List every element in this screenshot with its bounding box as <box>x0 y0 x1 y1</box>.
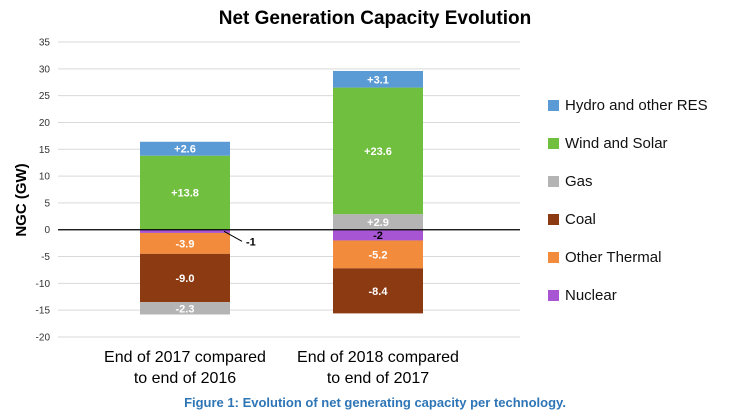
y-tick-label: 15 <box>39 145 51 156</box>
figure-caption: Figure 1: Evolution of net generating ca… <box>184 395 566 410</box>
x-axis-categories: End of 2017 compared to end of 2016 End of… <box>104 349 459 387</box>
data-label: +2.6 <box>174 144 196 156</box>
y-tick-label: 30 <box>39 64 51 75</box>
bar-segment-gas <box>333 214 423 230</box>
legend-swatch <box>548 138 559 149</box>
callout-line <box>223 230 243 242</box>
y-tick-label: -15 <box>36 306 51 317</box>
bar-segment-coal <box>333 268 423 314</box>
data-label: -8.4 <box>369 286 389 298</box>
data-label: +13.8 <box>171 188 199 200</box>
y-tick-label: 35 <box>39 38 51 49</box>
x-category-label: End of 2018 compared <box>297 349 459 366</box>
legend-label: Nuclear <box>565 287 617 304</box>
y-tick-label: -5 <box>41 252 50 263</box>
y-axis-label: NGC (GW) <box>13 163 30 236</box>
bar-segment-wind-and-solar <box>333 87 423 215</box>
data-label: -1 <box>246 236 256 248</box>
bar-segment-nuclear <box>333 229 423 241</box>
data-label: -3.9 <box>176 238 195 250</box>
bar-segment-other-thermal <box>140 232 230 254</box>
bar-segment-hydro-and-other-res <box>333 70 423 88</box>
legend-swatch <box>548 290 559 301</box>
x-category-label: to end of 2017 <box>327 370 429 387</box>
data-label: +23.6 <box>364 146 392 158</box>
y-tick-label: 20 <box>39 118 51 129</box>
legend: Hydro and other RES Wind and Solar Gas Coal… <box>548 97 708 304</box>
y-tick-label: -20 <box>36 333 51 344</box>
data-label: -2.3 <box>176 303 195 315</box>
data-labels: -1 -3.9 -9.0 -2.3 +13.8 +2.6 -2 -5.2 -8.4 +2.9 +23… <box>171 74 392 315</box>
data-label: +3.1 <box>367 74 389 86</box>
data-label: -2 <box>373 230 383 242</box>
data-label: +2.9 <box>367 217 389 229</box>
y-tick-label: 10 <box>39 172 51 183</box>
x-category-label: to end of 2016 <box>134 370 236 387</box>
legend-swatch <box>548 176 559 187</box>
legend-label: Other Thermal <box>565 249 661 266</box>
legend-label: Hydro and other RES <box>565 97 708 114</box>
chart-title: Net Generation Capacity Evolution <box>219 8 532 29</box>
gridlines <box>58 41 520 338</box>
bar-segment-other-thermal <box>333 240 423 269</box>
y-tick-label: 5 <box>44 198 50 209</box>
x-category-label: End of 2017 compared <box>104 349 266 366</box>
bar-segment-gas <box>140 302 230 315</box>
legend-swatch <box>548 214 559 225</box>
bar-segment-wind-and-solar <box>140 155 230 230</box>
legend-swatch <box>548 252 559 263</box>
y-tick-label: 0 <box>44 225 50 236</box>
legend-swatch <box>548 100 559 111</box>
bar-segment-hydro-and-other-res <box>140 141 230 156</box>
y-tick-label: 25 <box>39 91 51 102</box>
bars <box>140 70 423 315</box>
legend-label: Wind and Solar <box>565 135 668 152</box>
bar-segment-coal <box>140 253 230 303</box>
legend-label: Coal <box>565 211 596 228</box>
data-label: -9.0 <box>176 273 195 285</box>
y-axis-ticks: 35 30 25 20 15 10 5 0 -5 -10 -15 -20 <box>36 38 51 344</box>
y-tick-label: -10 <box>36 279 51 290</box>
legend-label: Gas <box>565 173 593 190</box>
bar-segment-nuclear <box>140 229 230 233</box>
data-label: -5.2 <box>369 249 388 261</box>
